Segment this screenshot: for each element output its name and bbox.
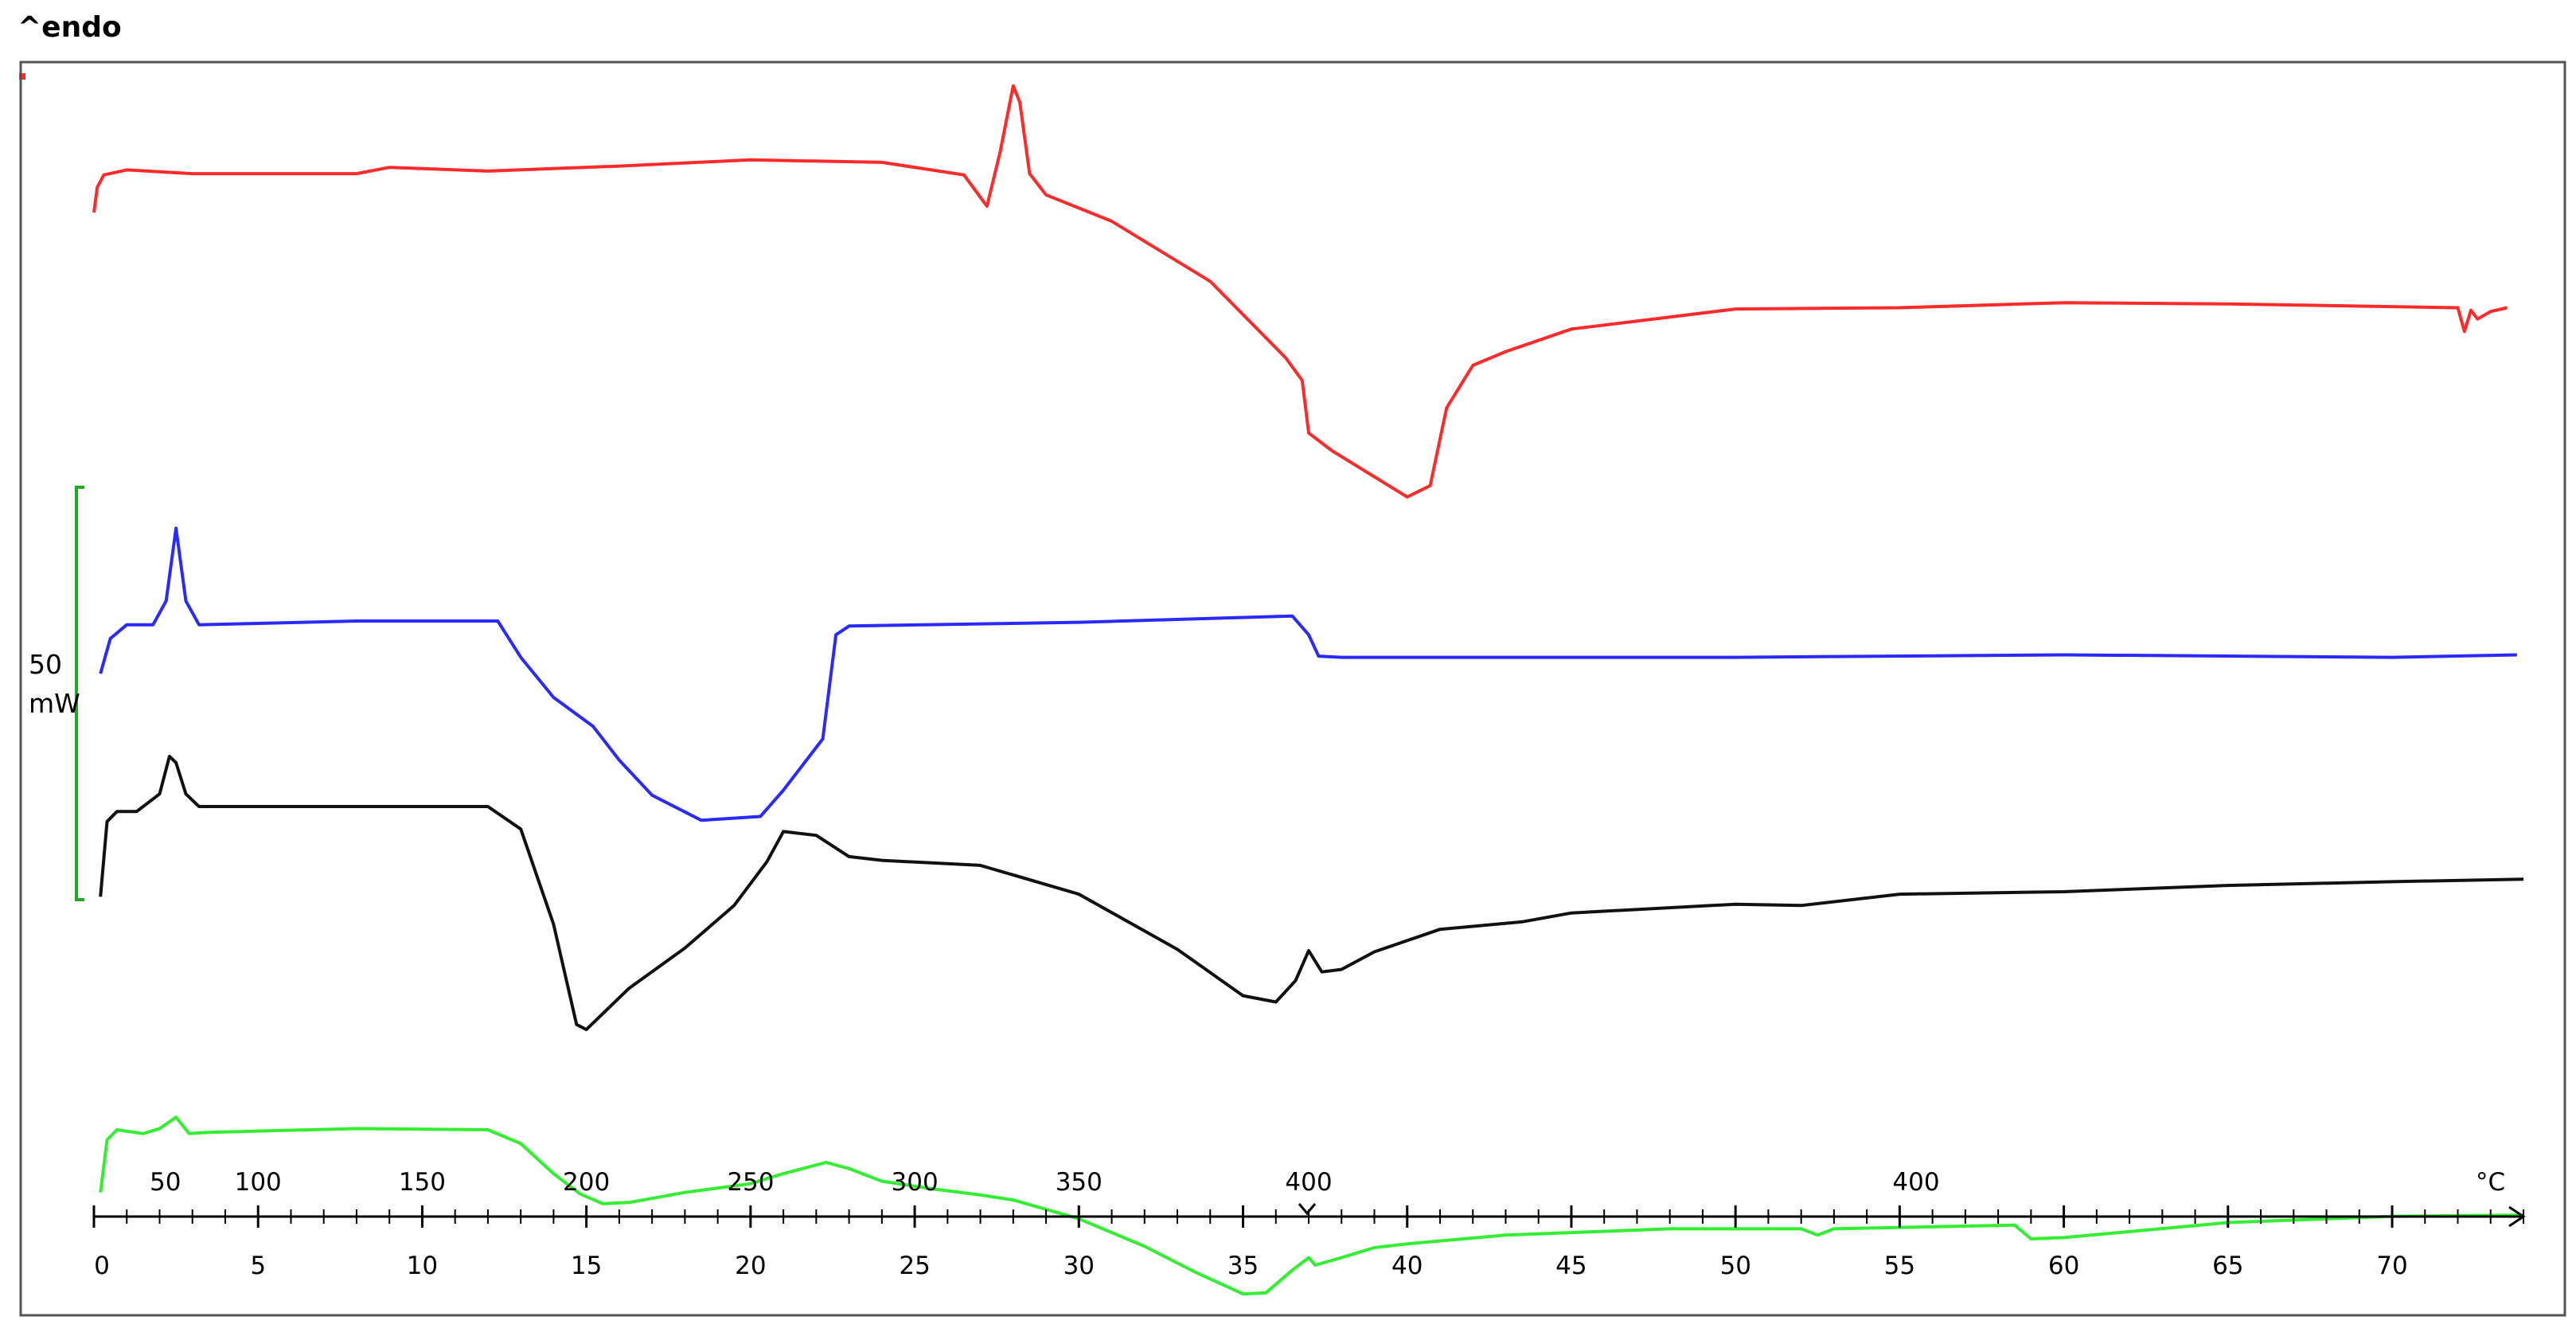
temperature-tick-label: 400 — [1285, 1168, 1332, 1197]
time-ticks — [92, 1205, 2524, 1228]
temperature-tick-label: 100 — [235, 1168, 282, 1197]
time-tick-label: 50 — [1719, 1252, 1751, 1280]
temperature-tick-label: 50 — [150, 1168, 181, 1197]
scale-bar-bracket — [75, 486, 84, 901]
series-line-1 — [92, 84, 2508, 499]
time-tick-label: 20 — [735, 1252, 766, 1280]
time-tick-label: 10 — [407, 1252, 438, 1280]
time-tick-label: 15 — [571, 1252, 602, 1280]
temperature-tick-label: 150 — [399, 1168, 446, 1197]
temperature-tick-labels: 50 100 150 200 250 300 350 400 400 — [150, 1168, 1940, 1197]
segment-marker — [1298, 1203, 1317, 1216]
time-tick-label: 55 — [1884, 1252, 1915, 1280]
series-line-2 — [99, 526, 2517, 822]
x-axis: °C 50 100 150 200 250 300 350 400 400 0 5 10 15 20 25… — [92, 1168, 2526, 1280]
endo-direction-label: ^endo — [18, 11, 122, 44]
temperature-tick-label: 400 — [1892, 1168, 1939, 1197]
temperature-tick-label: 350 — [1056, 1168, 1103, 1197]
curves-group — [92, 84, 2524, 1296]
plot-frame — [19, 61, 2566, 1317]
time-tick-label: 5 — [250, 1252, 266, 1280]
time-tick-label: 65 — [2212, 1252, 2243, 1280]
series-line-3 — [99, 755, 2524, 1032]
time-tick-label: 30 — [1064, 1252, 1095, 1280]
time-tick-label: 35 — [1228, 1252, 1259, 1280]
scale-bar: 50 mW — [29, 486, 84, 901]
temperature-tick-label: 300 — [892, 1168, 939, 1197]
time-tick-label: 0 — [94, 1252, 110, 1280]
temperature-tick-label: 250 — [727, 1168, 774, 1197]
temperature-tick-label: 200 — [563, 1168, 610, 1197]
time-tick-label: 45 — [1555, 1252, 1587, 1280]
time-tick-label: 70 — [2376, 1252, 2407, 1280]
time-tick-labels: 0 5 10 15 20 25 30 35 40 45 50 55 60 65 70 — [94, 1252, 2408, 1280]
scale-bar-value: 50 — [29, 649, 62, 680]
corner-marker — [19, 73, 25, 80]
time-tick-label: 60 — [2048, 1252, 2079, 1280]
time-tick-label: 25 — [899, 1252, 930, 1280]
temperature-unit-label: °C — [2476, 1168, 2505, 1197]
time-tick-label: 40 — [1391, 1252, 1423, 1280]
scale-bar-unit: mW — [29, 688, 80, 719]
series-line-4 — [99, 1115, 2524, 1296]
